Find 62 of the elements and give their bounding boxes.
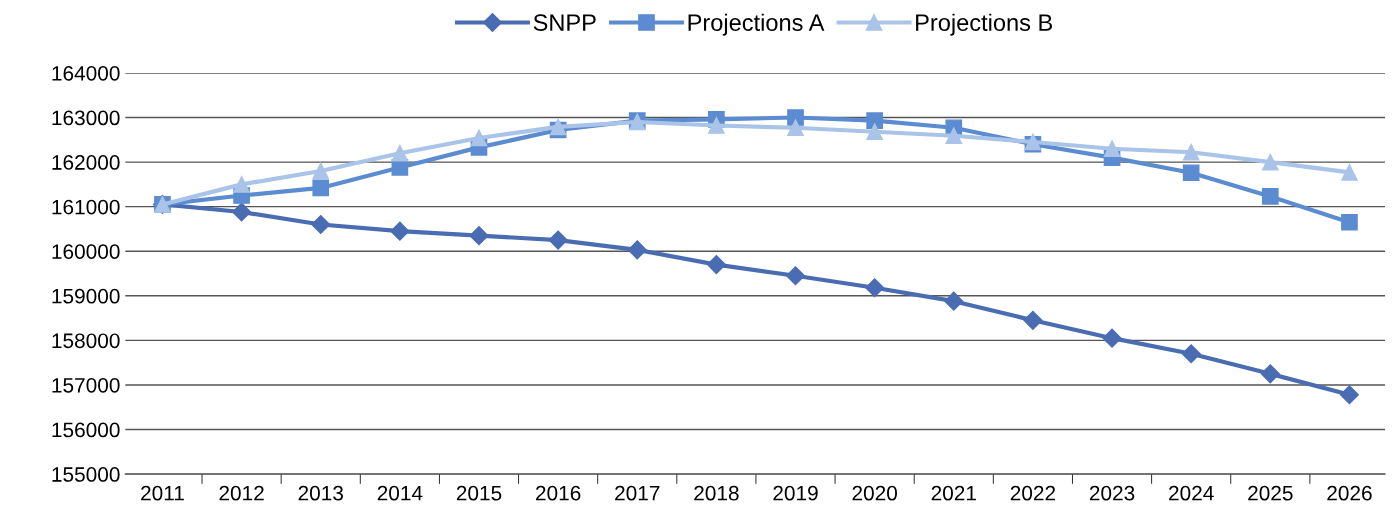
point xyxy=(469,226,489,246)
x-tick-label: 2020 xyxy=(852,485,898,501)
x-tick-label: 2019 xyxy=(773,485,818,501)
y-tick-label: 155000 xyxy=(52,467,120,482)
point xyxy=(1341,164,1358,181)
x-tick-label: 2021 xyxy=(931,485,976,501)
y-tick-label: 156000 xyxy=(52,422,120,438)
y-tick-label: 164000 xyxy=(52,65,120,81)
point xyxy=(944,291,964,311)
point xyxy=(787,109,804,126)
point xyxy=(391,144,409,162)
point xyxy=(866,112,883,129)
x-tick-label: 2017 xyxy=(615,485,660,501)
x-tick-label: 2016 xyxy=(536,485,581,501)
y-tick-label: 158000 xyxy=(52,333,120,349)
y-tick-label: 159000 xyxy=(52,288,120,304)
point xyxy=(390,221,410,241)
y-tick-label: 161000 xyxy=(52,199,120,215)
point xyxy=(866,123,883,141)
x-tick-label: 2015 xyxy=(456,485,502,501)
x-tick-label: 2012 xyxy=(219,485,264,501)
x-tick-label: 2024 xyxy=(1169,485,1214,501)
point xyxy=(548,230,568,250)
point xyxy=(865,278,885,298)
point xyxy=(945,127,963,145)
point xyxy=(233,176,250,193)
y-tick-label: 162000 xyxy=(52,155,120,170)
point xyxy=(312,179,330,197)
legend-label: Projections A xyxy=(688,13,825,36)
point xyxy=(1103,140,1121,158)
point xyxy=(1181,344,1201,364)
point xyxy=(706,255,726,275)
point xyxy=(232,202,252,222)
x-tick-label: 2025 xyxy=(1248,485,1293,501)
x-tick-label: 2026 xyxy=(1327,485,1372,501)
point xyxy=(708,117,725,134)
point xyxy=(470,129,488,147)
x-tick-label: 2022 xyxy=(1010,485,1056,501)
x-tick-label: 2023 xyxy=(1089,485,1135,501)
legend-label: SNPP xyxy=(533,14,596,31)
x-tick-label: 2018 xyxy=(694,485,739,501)
point xyxy=(1261,153,1279,171)
y-tick-label: 157000 xyxy=(52,377,120,393)
y-tick-label: 160000 xyxy=(52,244,120,259)
point xyxy=(1261,188,1279,205)
x-tick-label: 2013 xyxy=(298,485,343,501)
legend-label: Projections B xyxy=(916,13,1053,36)
point xyxy=(1260,364,1280,384)
point xyxy=(1023,310,1043,330)
point xyxy=(1182,164,1200,182)
x-tick-label: 2011 xyxy=(141,485,184,501)
point xyxy=(1182,143,1200,161)
point xyxy=(1339,385,1359,405)
y-tick-label: 163000 xyxy=(52,110,120,126)
point xyxy=(785,266,806,286)
point xyxy=(627,240,647,260)
point xyxy=(312,162,330,180)
x-tick-label: 2014 xyxy=(377,485,423,501)
point xyxy=(1102,328,1122,348)
point xyxy=(1341,213,1358,231)
point xyxy=(787,119,804,137)
point xyxy=(311,214,331,235)
